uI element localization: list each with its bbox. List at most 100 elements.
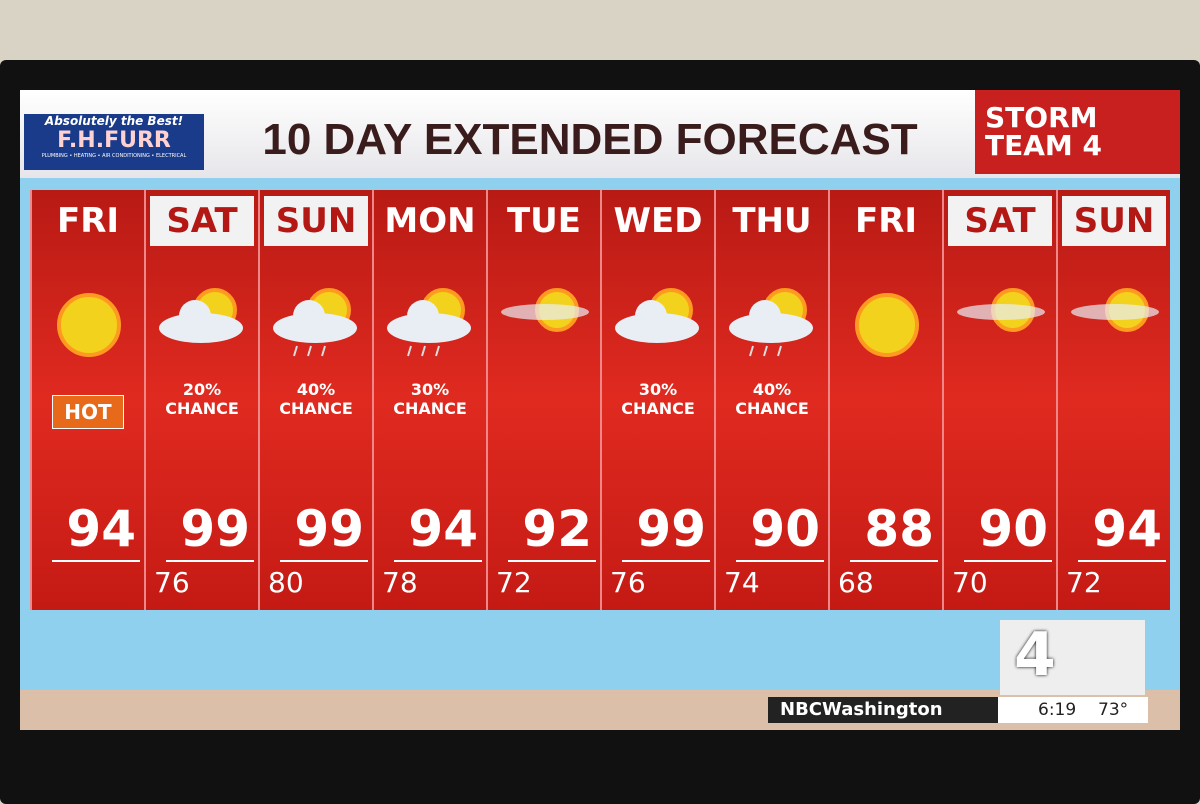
day-name: FRI: [56, 201, 120, 241]
rain: [321, 345, 326, 357]
day-column: SAT 20% CHANCE 99 76: [144, 190, 258, 610]
sponsor-services: PLUMBING • HEATING • AIR CONDITIONING • …: [41, 153, 187, 159]
temp-divider: [964, 560, 1052, 562]
weather-icon: [273, 288, 357, 357]
day-column: SUN 40% CHANCE 99 80: [258, 190, 372, 610]
day-name: SUN: [264, 196, 368, 246]
rain: [421, 345, 426, 357]
high-temp: 99: [636, 500, 706, 558]
low-temp: 76: [610, 566, 646, 599]
time: 6:19: [1038, 700, 1077, 720]
brand: STORM TEAM 4: [975, 90, 1180, 174]
sun: [57, 293, 121, 357]
social-handle: NBCWashington: [768, 697, 998, 723]
weather-icon: [1071, 288, 1159, 332]
title: 10 DAY EXTENDED FORECAST: [262, 115, 918, 164]
day-column: THU 40% CHANCE 90 74: [714, 190, 828, 610]
temp-divider: [736, 560, 824, 562]
day-column: FRI 88 68: [828, 190, 942, 610]
precip-chance: 40%: [296, 380, 336, 399]
low-temp: 68: [838, 566, 874, 599]
day-column: SAT 90 70: [942, 190, 1056, 610]
cloud: [635, 300, 667, 332]
high-temp: 94: [1092, 500, 1162, 558]
day-name: FRI: [854, 201, 918, 241]
high-temp: 92: [522, 500, 592, 558]
cloud: [407, 300, 439, 332]
weather-icon: [501, 288, 589, 332]
precip-chance: 30%: [638, 380, 678, 399]
weather-icon: [855, 293, 919, 357]
rain: [407, 345, 412, 357]
day-column: MON 30% CHANCE 94 78: [372, 190, 486, 610]
rain: [307, 345, 312, 357]
station-logo: 4: [1000, 620, 1145, 695]
precip-chance: CHANCE: [393, 399, 467, 418]
tv-bezel: Absolutely the Best! F.H.FURR PLUMBING •…: [0, 60, 1200, 804]
temp-divider: [1078, 560, 1166, 562]
temp-divider: [394, 560, 482, 562]
high-temp: 90: [978, 500, 1048, 558]
screen: Absolutely the Best! F.H.FURR PLUMBING •…: [20, 90, 1180, 730]
temp-divider: [622, 560, 710, 562]
weather-icon: [159, 288, 243, 343]
sponsor-tagline: Absolutely the Best!: [44, 114, 184, 128]
day-name: MON: [384, 201, 476, 241]
temp-divider: [52, 560, 140, 562]
temp-divider: [850, 560, 938, 562]
weather-icon: [957, 288, 1045, 332]
haze: [501, 304, 589, 320]
low-temp: 70: [952, 566, 988, 599]
header: Absolutely the Best! F.H.FURR PLUMBING •…: [20, 90, 1180, 178]
haze: [1071, 304, 1159, 320]
temp-divider: [166, 560, 254, 562]
high-temp: 88: [864, 500, 934, 558]
clock: 6:19 73°: [998, 697, 1148, 723]
high-temp: 99: [180, 500, 250, 558]
sponsor-name: F.H.FURR: [57, 128, 171, 153]
day-column: SUN 94 72: [1056, 190, 1170, 610]
rain: [777, 345, 782, 357]
high-temp: 99: [294, 500, 364, 558]
precip-chance: CHANCE: [735, 399, 809, 418]
day-column: FRI HOT 94: [30, 190, 144, 610]
day-name: SUN: [1062, 196, 1166, 246]
day-name: SAT: [150, 196, 254, 246]
day-name: TUE: [506, 201, 582, 241]
precip-chance: CHANCE: [621, 399, 695, 418]
precip-chance: CHANCE: [165, 399, 239, 418]
day-column: TUE 92 72: [486, 190, 600, 610]
rain: [293, 345, 298, 357]
low-temp: 74: [724, 566, 760, 599]
temperature: 73°: [1098, 700, 1129, 720]
cloud: [749, 300, 781, 332]
weather-icon: [729, 288, 813, 357]
weather-icon: [615, 288, 699, 343]
rain: [763, 345, 768, 357]
low-temp: 72: [496, 566, 532, 599]
cloud: [179, 300, 211, 332]
high-temp: 94: [66, 500, 136, 558]
haze: [957, 304, 1045, 320]
precip-chance: 30%: [410, 380, 450, 399]
day-column: WED 30% CHANCE 99 76: [600, 190, 714, 610]
low-temp: 78: [382, 566, 418, 599]
day-name: THU: [732, 201, 812, 241]
cloud: [293, 300, 325, 332]
high-temp: 90: [750, 500, 820, 558]
sponsor: Absolutely the Best! F.H.FURR PLUMBING •…: [24, 114, 204, 170]
low-temp: 72: [1066, 566, 1102, 599]
rain: [749, 345, 754, 357]
weather-icon: [57, 293, 121, 357]
low-temp: 76: [154, 566, 190, 599]
day-name: WED: [613, 201, 703, 241]
low-temp: 80: [268, 566, 304, 599]
temp-divider: [508, 560, 596, 562]
high-temp: 94: [408, 500, 478, 558]
temp-divider: [280, 560, 368, 562]
day-name: SAT: [948, 196, 1052, 246]
rain: [435, 345, 440, 357]
precip-chance: 40%: [752, 380, 792, 399]
precip-chance: CHANCE: [279, 399, 353, 418]
